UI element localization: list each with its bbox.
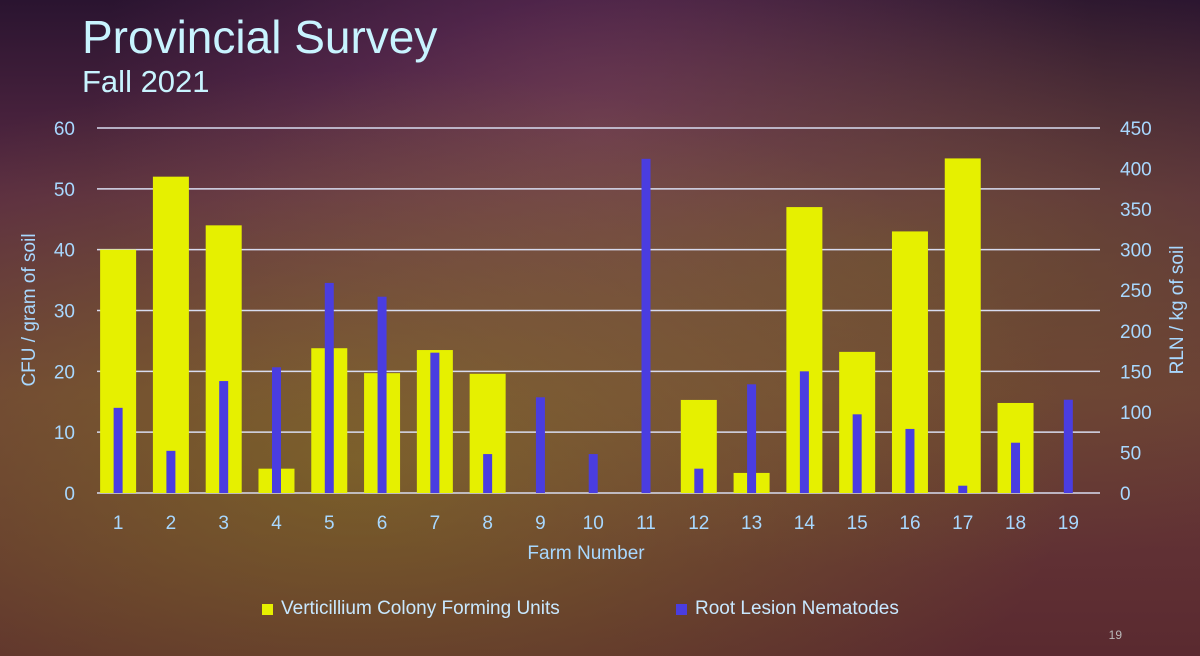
x-tick-label: 18	[1005, 513, 1026, 534]
slide-subtitle: Fall 2021	[82, 64, 210, 99]
y2-tick-label: 50	[1120, 443, 1141, 464]
bar-nematodes	[430, 352, 440, 493]
y2-tick-label: 450	[1120, 119, 1152, 140]
slide-title: Provincial Survey	[82, 11, 438, 63]
y2-tick-label: 400	[1120, 160, 1152, 181]
x-tick-label: 6	[377, 513, 388, 534]
x-tick-label: 11	[636, 513, 656, 534]
y-axis-label: CFU / gram of soil	[19, 233, 40, 386]
y2-tick-label: 200	[1120, 322, 1152, 343]
bar-nematodes	[271, 367, 281, 493]
y-tick-label: 40	[54, 241, 75, 262]
x-tick-label: 17	[952, 513, 973, 534]
bar-nematodes	[958, 485, 968, 493]
bar-nematodes	[905, 428, 915, 493]
bar-nematodes	[166, 450, 176, 493]
bar-nematodes	[852, 414, 862, 493]
bar-nematodes	[219, 381, 229, 493]
bar-nematodes	[799, 371, 809, 493]
bar-nematodes	[1063, 399, 1073, 493]
y-tick-label: 0	[64, 484, 75, 505]
legend-swatch-blue	[676, 603, 687, 615]
y-tick-label: 10	[54, 423, 75, 444]
y-tick-label: 20	[54, 362, 75, 383]
y2-tick-label: 250	[1120, 281, 1152, 302]
x-tick-label: 19	[1058, 513, 1079, 534]
bar-nematodes	[588, 454, 598, 493]
legend-item-verticillium: Verticillium Colony Forming Units	[262, 598, 560, 620]
x-tick-label: 8	[482, 513, 493, 534]
legend-item-nematodes: Root Lesion Nematodes	[676, 598, 899, 620]
bar-nematodes	[324, 282, 334, 493]
x-tick-label: 15	[847, 513, 868, 534]
bar-nematodes	[113, 407, 123, 493]
y2-tick-label: 350	[1120, 200, 1152, 221]
bar-nematodes	[535, 397, 545, 493]
x-tick-label: 4	[271, 513, 282, 534]
bar-nematodes	[694, 468, 704, 493]
y-tick-label: 30	[54, 302, 75, 323]
bar-verticillium	[152, 176, 189, 493]
bar-nematodes	[641, 158, 651, 494]
bar-nematodes	[483, 454, 493, 493]
legend-label: Root Lesion Nematodes	[695, 598, 899, 619]
page-number: 19	[1108, 628, 1122, 642]
x-tick-label: 13	[741, 513, 762, 534]
x-tick-label: 14	[794, 513, 816, 534]
x-tick-label: 5	[324, 513, 335, 534]
x-tick-label: 12	[688, 513, 709, 534]
bar-nematodes	[747, 384, 757, 493]
x-tick-label: 1	[113, 513, 124, 534]
legend-swatch-yellow	[262, 603, 273, 615]
x-tick-label: 3	[218, 513, 229, 534]
x-tick-label: 9	[535, 513, 546, 534]
x-tick-label: 2	[166, 513, 177, 534]
bar-nematodes	[377, 296, 387, 493]
x-tick-label: 16	[899, 513, 920, 534]
legend-label: Verticillium Colony Forming Units	[281, 598, 560, 619]
y2-tick-label: 100	[1120, 403, 1152, 424]
x-tick-label: 10	[583, 513, 604, 534]
y2-tick-label: 300	[1120, 241, 1152, 262]
bar-verticillium	[944, 158, 981, 493]
y-tick-label: 60	[54, 119, 75, 140]
y2-tick-label: 0	[1120, 484, 1131, 505]
y2-tick-label: 150	[1120, 362, 1152, 383]
bar-nematodes	[1011, 442, 1021, 493]
x-tick-label: 7	[430, 513, 441, 534]
y2-axis-label: RLN / kg of soil	[1167, 246, 1188, 375]
x-axis-label: Farm Number	[527, 543, 645, 564]
y-tick-label: 50	[54, 180, 75, 201]
